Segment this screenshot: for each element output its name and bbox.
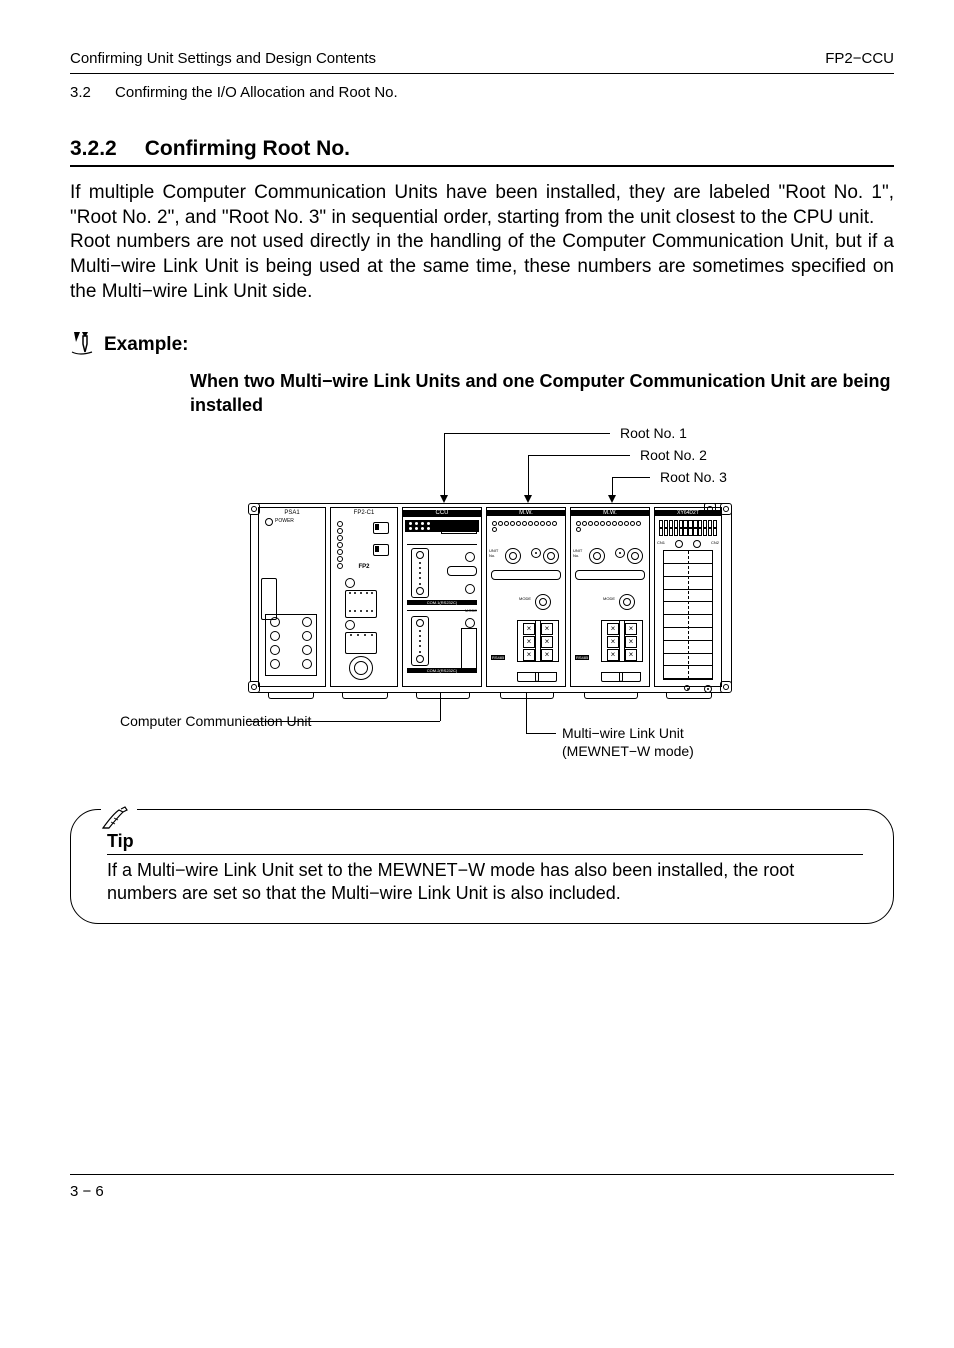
subheader: 3.2 Confirming the I/O Allocation and Ro… xyxy=(70,74,894,101)
header-right: FP2−CCU xyxy=(825,50,894,67)
power-supply-unit: PSA1 POWER xyxy=(258,507,326,687)
page-footer: 3 − 6 xyxy=(70,1174,894,1200)
bottom-callouts: Computer Communication Unit Multi−wire L… xyxy=(250,693,810,773)
hardware-rack: PSA1 POWER FP2-C1 xyxy=(250,503,730,693)
section-heading: Confirming Root No. xyxy=(145,137,350,161)
tip-box: Tip If a Multi−wire Link Unit set to the… xyxy=(70,793,894,924)
body-paragraph-1: If multiple Computer Communication Units… xyxy=(70,181,894,230)
cpu-unit: FP2-C1 FP2 xyxy=(330,507,398,687)
hardware-diagram: Root No. 1 Root No. 2 Root No. 3 xyxy=(250,425,810,773)
page-header: Confirming Unit Settings and Design Cont… xyxy=(70,50,894,74)
section-number: 3.2.2 xyxy=(70,137,117,161)
page: Confirming Unit Settings and Design Cont… xyxy=(0,0,954,1240)
subheader-number: 3.2 xyxy=(70,84,91,101)
body-paragraph-2: Root numbers are not used directly in th… xyxy=(70,230,894,304)
mw-callout: Multi−wire Link Unit xyxy=(562,725,684,741)
ccu-unit: CCU COM.1(RS232C) COM.2(RS232C) MODE xyxy=(402,507,482,687)
example-heading: Example: xyxy=(70,334,894,356)
subheader-text: Confirming the I/O Allocation and Root N… xyxy=(115,84,398,101)
root-callouts: Root No. 1 Root No. 2 Root No. 3 xyxy=(250,425,810,503)
root1-label: Root No. 1 xyxy=(620,425,687,441)
multiwire-unit-1: M.W. UNIT No. MODE RS485 xyxy=(486,507,566,687)
example-subtitle: When two Multi−wire Link Units and one C… xyxy=(190,370,894,417)
ccu-callout: Computer Communication Unit xyxy=(120,713,311,729)
tip-text: If a Multi−wire Link Unit set to the MEW… xyxy=(107,859,863,906)
io-unit: XY64D2T CN1 CN2 xyxy=(654,507,722,687)
mw-mode-callout: (MEWNET−W mode) xyxy=(562,743,694,759)
root3-label: Root No. 3 xyxy=(660,469,727,485)
example-label: Example: xyxy=(104,334,188,356)
header-left: Confirming Unit Settings and Design Cont… xyxy=(70,50,376,67)
tip-title: Tip xyxy=(107,831,134,851)
root2-label: Root No. 2 xyxy=(640,447,707,463)
section-rule xyxy=(70,165,894,167)
page-number: 3 − 6 xyxy=(70,1183,104,1200)
section-title: 3.2.2 Confirming Root No. xyxy=(70,137,894,161)
multiwire-unit-2: M.W. UNIT No. MODE RS485 xyxy=(570,507,650,687)
pencil-write-icon xyxy=(70,330,94,356)
